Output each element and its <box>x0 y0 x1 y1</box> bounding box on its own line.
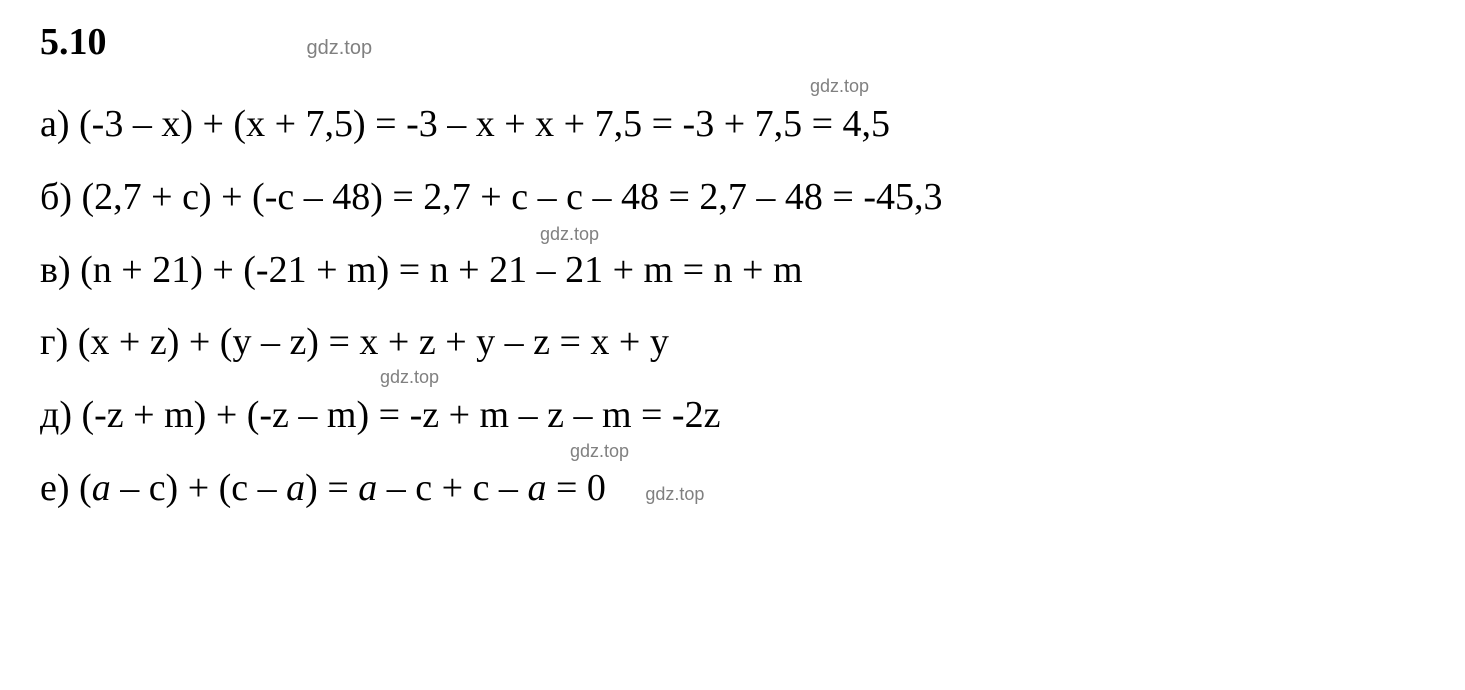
watermark-a: gdz.top <box>810 72 869 101</box>
watermark-g: gdz.top <box>380 363 439 392</box>
expr-e-p5: = 0 <box>546 467 605 509</box>
expr-e-p4: – c + c – <box>377 467 527 509</box>
problem-number: 5.10 <box>40 20 107 64</box>
expr-e-p1: ( <box>79 467 92 509</box>
line-b: б) (2,7 + c) + (-c – 48) = 2,7 + c – c –… <box>40 167 1425 228</box>
label-a: а) <box>40 103 70 145</box>
watermark-e: gdz.top <box>645 480 704 509</box>
header-row: 5.10 gdz.top <box>40 20 1425 64</box>
line-a: gdz.top а) (-3 – x) + (x + 7,5) = -3 – x… <box>40 94 1425 155</box>
label-d: д) <box>40 394 72 436</box>
watermark-top: gdz.top <box>307 37 373 60</box>
expr-g: (x + z) + (y – z) = x + z + y – z = x + … <box>78 321 669 363</box>
expr-e-a1: a <box>92 467 111 509</box>
expr-b: (2,7 + c) + (-c – 48) = 2,7 + c – c – 48… <box>82 176 943 218</box>
watermark-v: gdz.top <box>540 220 599 249</box>
line-v: gdz.top в) (n + 21) + (-21 + m) = n + 21… <box>40 240 1425 301</box>
label-b: б) <box>40 176 72 218</box>
line-e: е) (a – c) + (c – a) = a – c + c – a = 0… <box>40 458 1425 519</box>
label-v: в) <box>40 249 71 291</box>
expr-e-a3: a <box>358 467 377 509</box>
line-g: г) (x + z) + (y – z) = x + z + y – z = x… <box>40 312 1425 373</box>
expr-v: (n + 21) + (-21 + m) = n + 21 – 21 + m =… <box>80 249 802 291</box>
expr-a: (-3 – x) + (x + 7,5) = -3 – x + x + 7,5 … <box>79 103 890 145</box>
expr-d: (-z + m) + (-z – m) = -z + m – z – m = -… <box>82 394 721 436</box>
expr-e-a2: a <box>286 467 305 509</box>
label-e: е) <box>40 467 70 509</box>
line-d: gdz.top д) (-z + m) + (-z – m) = -z + m … <box>40 385 1425 446</box>
expr-e-a4: a <box>527 467 546 509</box>
expr-e-p2: – c) + (c – <box>111 467 286 509</box>
label-g: г) <box>40 321 68 363</box>
expr-e-p3: ) = <box>305 467 358 509</box>
